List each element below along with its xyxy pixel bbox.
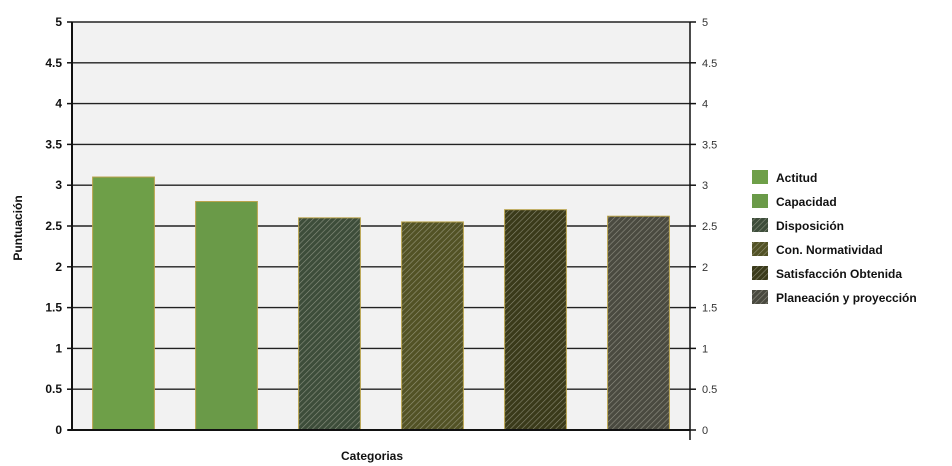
secondary-y-tick-label: 3.5 bbox=[702, 139, 717, 151]
bar-5 bbox=[504, 209, 567, 431]
secondary-y-tick-label: 1.5 bbox=[702, 303, 717, 315]
secondary-y-tick-label: 0 bbox=[702, 425, 708, 437]
bars bbox=[92, 176, 670, 431]
legend-label: Satisfacción Obtenida bbox=[776, 267, 902, 281]
legend-swatch bbox=[752, 242, 768, 256]
gridlines bbox=[72, 21, 690, 390]
y-tick-label: 2.5 bbox=[45, 219, 62, 233]
bar-1 bbox=[92, 176, 155, 431]
legend-swatch bbox=[752, 218, 768, 232]
legend-label: Planeación y proyección bbox=[776, 291, 917, 305]
y-tick-label: 1.5 bbox=[45, 301, 62, 315]
y-tick-label: 0.5 bbox=[45, 382, 62, 396]
y-tick-label: 0 bbox=[55, 423, 62, 437]
legend-label: Con. Normatividad bbox=[776, 243, 883, 257]
legend-swatch bbox=[752, 170, 768, 184]
bar-3 bbox=[298, 217, 361, 431]
y-tick-label: 3.5 bbox=[45, 137, 62, 151]
y-tick-label: 1 bbox=[55, 341, 62, 355]
y-tick-label: 3 bbox=[55, 178, 62, 192]
secondary-y-tick-label: 2 bbox=[702, 262, 708, 274]
x-axis-title: Categorias bbox=[341, 449, 403, 463]
legend: Actitud Capacidad Disposición Con. Normativ… bbox=[752, 170, 917, 305]
bar-4 bbox=[401, 221, 464, 431]
legend-label: Capacidad bbox=[776, 195, 837, 209]
secondary-y-tick-label: 3 bbox=[702, 180, 708, 192]
bar-2 bbox=[195, 201, 258, 431]
secondary-y-tick-label: 0.5 bbox=[702, 384, 717, 396]
y-tick-label: 5 bbox=[55, 15, 62, 29]
legend-swatch bbox=[752, 194, 768, 208]
y-ticks-left: 0 0.5 1 1.5 2 2.5 3 3.5 4 4.5 5 bbox=[45, 15, 72, 437]
secondary-y-tick-label: 5 bbox=[702, 17, 708, 29]
legend-swatch bbox=[752, 290, 768, 304]
y-ticks-right: 0 0.5 1 1.5 2 2.5 3 3.5 4 4.5 5 bbox=[690, 17, 717, 437]
y-tick-label: 4.5 bbox=[45, 56, 62, 70]
y-tick-label: 2 bbox=[55, 260, 62, 274]
bar-6 bbox=[607, 215, 670, 431]
legend-label: Actitud bbox=[776, 171, 817, 185]
y-tick-label: 4 bbox=[55, 97, 62, 111]
secondary-y-tick-label: 2.5 bbox=[702, 221, 717, 233]
secondary-y-tick-label: 4 bbox=[702, 99, 708, 111]
secondary-y-tick-label: 1 bbox=[702, 343, 708, 355]
legend-swatch bbox=[752, 266, 768, 280]
secondary-y-tick-label: 4.5 bbox=[702, 58, 717, 70]
y-axis-title: Puntuación bbox=[11, 195, 25, 260]
legend-label: Disposición bbox=[776, 219, 844, 233]
